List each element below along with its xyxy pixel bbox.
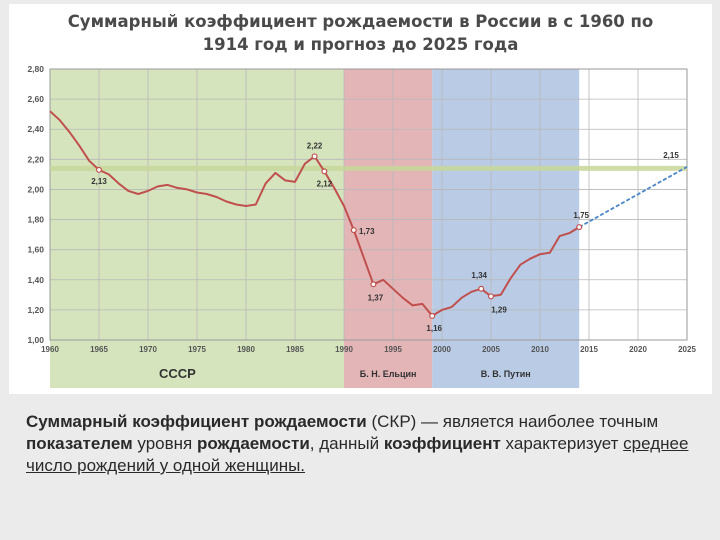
y-tick-label: 2,00 — [27, 184, 44, 194]
caption-text: Суммарный коэффициент рождаемости (СКР) … — [26, 411, 706, 477]
fertility-chart: 1,00 1,20 1,40 1,60 1,80 2,00 2,20 2,40 2,60 2,80… — [27, 64, 696, 388]
chart-title-line-2: 1914 год и прогноз до 2025 года — [202, 35, 519, 54]
y-tick-label: 1,00 — [27, 335, 44, 345]
chart-title: Суммарный коэффициент рождаемости в Росс… — [9, 10, 712, 56]
data-label: 2,15 — [663, 151, 679, 160]
x-tick-label: 2000 — [433, 345, 451, 354]
x-tick-label: 1980 — [237, 345, 255, 354]
data-label: 2,22 — [307, 141, 323, 150]
caption-term: Суммарный коэффициент рождаемости — [26, 412, 367, 431]
chart-title-line-1: Суммарный коэффициент рождаемости в Росс… — [67, 12, 654, 31]
data-label: 2,12 — [317, 179, 333, 188]
y-tick-label: 1,80 — [27, 215, 44, 225]
data-label: 1,37 — [368, 293, 384, 302]
period-label-0: СССР — [159, 366, 196, 381]
caption-bold-coefficient: коэффициент — [383, 434, 501, 453]
data-label: 1,29 — [491, 305, 507, 314]
data-label: 1,75 — [573, 211, 589, 220]
y-tick-label: 1,60 — [27, 245, 44, 255]
data-label: 1,73 — [359, 227, 375, 236]
y-tick-label: 2,60 — [27, 94, 44, 104]
x-tick-label: 1990 — [335, 345, 353, 354]
x-tick-label: 1970 — [139, 345, 157, 354]
y-tick-label: 2,80 — [27, 64, 44, 74]
data-point-marker — [576, 224, 583, 231]
x-tick-label: 2005 — [482, 345, 500, 354]
x-tick-label: 2015 — [580, 345, 598, 354]
data-label: 1,16 — [426, 324, 442, 333]
x-tick-label: 2010 — [531, 345, 549, 354]
data-point-marker — [350, 227, 357, 234]
chart-card: Суммарный коэффициент рождаемости в Росс… — [9, 4, 712, 394]
y-tick-label: 1,40 — [27, 275, 44, 285]
data-point-marker — [311, 153, 318, 160]
period-label-2: В. В. Путин — [481, 369, 531, 379]
x-tick-label: 1975 — [188, 345, 206, 354]
y-tick-label: 2,20 — [27, 154, 44, 164]
caption-part: , данный — [309, 434, 384, 453]
data-label: 2,13 — [91, 177, 107, 186]
period-band-2 — [432, 69, 580, 388]
caption-part: уровня — [132, 434, 197, 453]
data-label: 1,34 — [471, 271, 487, 280]
data-point-marker — [488, 293, 495, 300]
x-tick-label: 2025 — [678, 345, 696, 354]
caption-part: (СКР) — является наиболее точным — [366, 412, 659, 431]
data-point-marker — [478, 285, 485, 292]
data-point-marker — [321, 168, 328, 175]
data-point-marker — [95, 166, 102, 173]
x-tick-label: 1995 — [384, 345, 402, 354]
caption-underlined-definition: среднее число рождений у одной женщины. — [26, 434, 689, 475]
x-tick-label: 1960 — [41, 345, 59, 354]
period-label-1: Б. Н. Ельцин — [360, 369, 417, 379]
caption-part: характеризует — [500, 434, 624, 453]
series-line-1 — [578, 166, 688, 228]
plot-frame — [49, 68, 688, 341]
data-point-marker — [429, 312, 436, 319]
data-point-marker — [370, 281, 377, 288]
caption-bold-fertility: рождаемости — [196, 434, 310, 453]
y-tick-label: 1,20 — [27, 305, 44, 315]
caption-bold-indicator: показателем — [26, 434, 133, 453]
x-tick-label: 1985 — [286, 345, 304, 354]
x-tick-label: 2020 — [629, 345, 647, 354]
period-band-1 — [344, 69, 433, 388]
y-tick-label: 2,40 — [27, 124, 44, 134]
x-tick-label: 1965 — [90, 345, 108, 354]
